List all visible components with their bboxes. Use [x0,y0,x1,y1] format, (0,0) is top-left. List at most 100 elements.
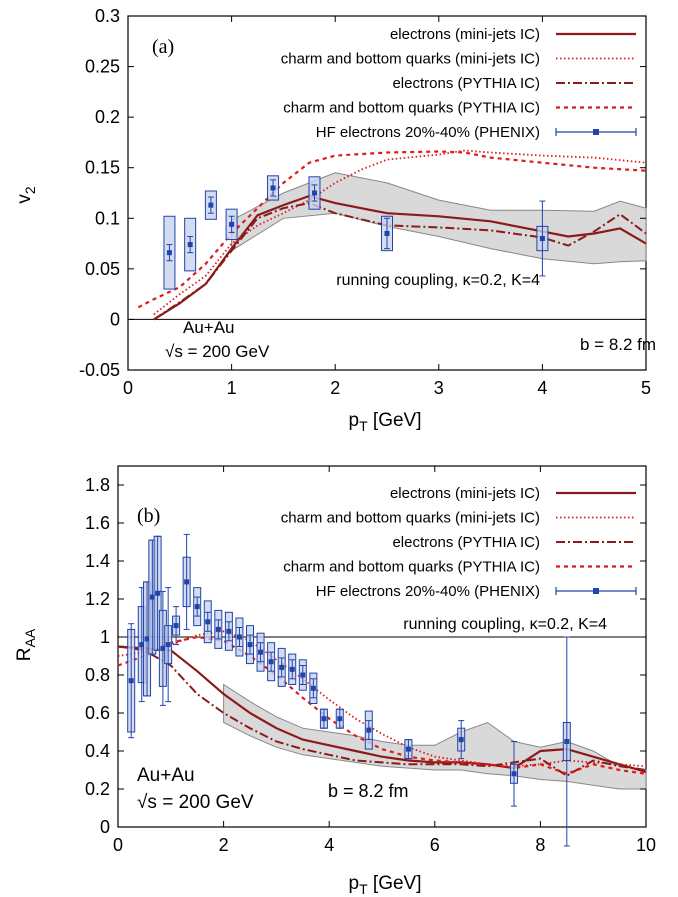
panel-a-series-line-1 [153,149,647,316]
panel-b-data-point-3 [149,594,155,600]
panel-a-data-point-2 [208,202,214,208]
panel-a-energy-annotation: √s = 200 GeV [165,342,270,361]
panel-b-xlabel-suffix: [GeV] [368,873,422,894]
panel-b-legend-label-3: charm and bottom quarks (PYTHIA IC) [283,559,540,576]
panel-a-legend-label-0: electrons (mini-jets IC) [390,26,540,43]
panel-b-data-point-24 [405,746,411,752]
panel-a-data-points-layer [163,175,549,290]
panel-a-xlabel-sub: T [359,418,368,434]
panel-b-data-point-14 [247,642,253,648]
panel-a-data-point-5 [311,190,317,196]
panel-b-band-layer [223,683,647,790]
panel-b-y-tick-label-4: 0.8 [85,665,110,685]
panel-b-system-annotation: Au+Au [137,765,195,786]
panel-b-data-point-20 [310,685,316,691]
panel-a-y-tick-label-4: 0.15 [85,158,120,178]
panel-b-ylabel-main: R [14,647,35,661]
panel-b-legend-label-1: charm and bottom quarks (mini-jets IC) [281,510,540,527]
panel-b-y-tick-label-1: 0.2 [85,779,110,799]
panel-b-data-point-22 [337,716,343,722]
panel-a-legend-label-1: charm and bottom quarks (mini-jets IC) [281,51,540,68]
panel-a-ylabel-sub: 2 [22,186,38,194]
panel-a-series-line-0 [153,194,647,321]
panel-a-series-line-2 [153,202,647,321]
panel-b-legend-label-4: HF electrons 20%-40% (PHENIX) [316,583,540,600]
panel-a-xlabel-main: p [349,410,360,431]
panel-b-label: (b) [137,505,160,527]
panel-b-y-tick-label-7: 1.4 [85,551,110,571]
panel-a-data-point-6 [384,230,390,236]
panel-b-data-point-17 [279,664,285,670]
panel-b-y-tick-label-2: 0.4 [85,741,110,761]
panel-b-x-tick-label-4: 8 [535,835,545,855]
panel-a-system-annotation: Au+Au [183,318,235,337]
panel-a-x-tick-label-5: 5 [641,378,651,398]
panel-a-y-tick-label-6: 0.25 [85,57,120,77]
panel-b-data-point-8 [184,579,190,585]
panel-a-legend-label-3: charm and bottom quarks (PYTHIA IC) [283,100,540,117]
panel-b-uncertainty-band [223,683,647,790]
panel-b-legend-label-0: electrons (mini-jets IC) [390,485,540,502]
panel-a-band-layer [231,172,647,265]
panel-a-uncertainty-band [231,172,647,265]
panel-b-data-point-15 [258,649,264,655]
panel-b-y-tick-label-0: 0 [100,817,110,837]
panel-b-coupling-annotation: running coupling, κ=0.2, K=4 [403,616,607,633]
panel-b-legend: electrons (mini-jets IC) charm and bottom… [281,485,637,600]
panel-b-data-point-4 [155,590,161,596]
panel-b-xlabel-sub: T [359,881,368,897]
panel-b-data-point-2 [144,636,150,642]
panel-a-legend-label-4: HF electrons 20%-40% (PHENIX) [316,124,540,141]
panel-a-data-point-4 [270,185,276,191]
panel-a-legend-label-2: electrons (PYTHIA IC) [392,75,540,92]
panel-a-x-tick-label-3: 3 [434,378,444,398]
panel-b-data-point-26 [511,771,517,777]
panel-b-data-point-19 [300,672,306,678]
panel-b-series-line-3 [117,635,647,775]
panel-a-y-tick-label-3: 0.1 [95,208,120,228]
panel-a-ylabel-main: v [14,194,35,204]
panel-a-data-point-1 [187,242,193,248]
panel-b-data-point-27 [564,739,570,744]
panel-a-x-tick-label-1: 1 [227,378,237,398]
panel-b-data-point-25 [458,737,464,743]
panel-b-x-tick-label-5: 10 [636,835,656,855]
panel-b-data-point-7 [173,623,179,629]
panel-a-data-point-0 [166,250,172,256]
panel-b-series-line-1 [117,630,647,768]
panel-b-data-point-12 [226,628,232,634]
panel-a-x-tick-label-2: 2 [330,378,340,398]
panel-b-data-point-21 [321,716,327,722]
panel-a-series-layer [137,149,647,321]
panel-b-x-tick-label-0: 0 [113,835,123,855]
panel-b-series-line-0 [117,645,647,773]
panel-b-y-tick-label-3: 0.6 [85,703,110,723]
panel-b-xlabel-main: p [349,873,360,894]
panel-b-data-point-9 [194,604,200,610]
panel-b-ylabel-sub: AA [22,628,38,647]
panel-a-impact-annotation: b = 8.2 fm [580,335,656,354]
panel-a-y-tick-label-7: 0.3 [95,6,120,26]
panel-b-x-axis-label: pT [GeV] [349,873,422,897]
panel-a-data-point-3 [229,221,235,227]
panel-b-data-point-10 [205,619,211,625]
panel-b-x-tick-label-1: 2 [219,835,229,855]
panel-b-legend-label-2: electrons (PYTHIA IC) [392,534,540,551]
panel-a-y-tick-label-0: -0.05 [79,360,120,380]
panel-b-data-point-18 [289,666,295,672]
panel-b-y-tick-label-5: 1 [100,627,110,647]
panel-a-legend-swatch-marker-4 [593,129,599,135]
panel-b-x-tick-label-3: 6 [430,835,440,855]
panel-b-data-point-5 [160,645,166,651]
panel-b-impact-annotation: b = 8.2 fm [328,781,409,801]
panel-a-y-tick-label-2: 0.05 [85,259,120,279]
panel-b-ticks-layer: 0 2 4 6 8 10 0 0.2 0.4 0.6 0.8 1 1.2 1.4 1.6 1.8 [85,466,656,855]
panel-b-data-point-6 [165,642,171,648]
panel-a-frame [127,15,647,371]
panel-b-data-point-0 [128,678,134,684]
panel-b-data-point-1 [139,642,145,648]
panel-a-y-axis-label: v2 [14,186,38,204]
